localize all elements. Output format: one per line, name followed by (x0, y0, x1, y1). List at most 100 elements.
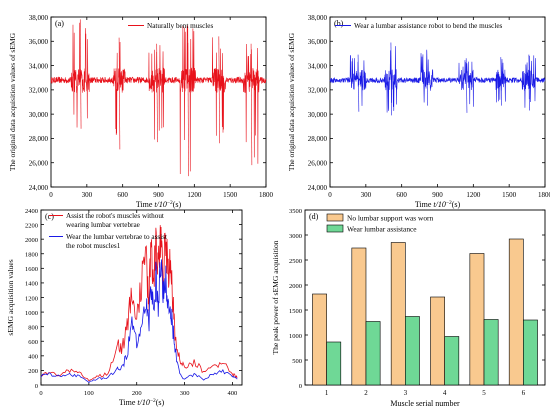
burst-peak (426, 49, 428, 106)
y-tick-label: 38,000 (308, 14, 328, 22)
burst-peak (357, 54, 360, 112)
y-tick-label: 800 (28, 324, 38, 331)
y-tick-label: 1800 (25, 252, 38, 259)
legend-swatch (326, 213, 344, 222)
y-tick-label: 1400 (25, 281, 38, 288)
legend-label: wearing lumbar vertebrae (66, 221, 140, 229)
legend-label: No lumbar support was worn (347, 214, 434, 223)
panel-0: 24,000 26,000 28,000 30,000 32,000 34,000 36,0… (8, 14, 274, 209)
y-tick-label: 2200 (25, 222, 38, 229)
panel-2: 0200400600800100012001400160018002000220… (6, 208, 243, 407)
x-tick-label: 300 (82, 191, 93, 199)
y-tick-label: 2000 (289, 283, 302, 290)
x-tick-label: 900 (153, 191, 164, 199)
series-line (40, 225, 238, 382)
y-axis-label: The peak power of sEMG acquisition (271, 240, 280, 354)
bar (430, 296, 445, 386)
x-tick-label: 600 (396, 191, 407, 199)
y-tick-label: 24,000 (29, 184, 49, 192)
y-tick-label: 34,000 (308, 62, 328, 70)
burst-peak (156, 43, 158, 143)
x-tick-label: 0 (49, 191, 53, 199)
x-tick-label: 1500 (502, 191, 517, 199)
x-tick-label: 1 (325, 389, 329, 397)
y-tick-label: 200 (28, 368, 38, 375)
x-tick-label: 1500 (223, 191, 238, 199)
bar (351, 247, 367, 386)
y-tick-label: 26,000 (308, 160, 328, 168)
x-axis-label: Time t/10−2(s) (415, 200, 461, 209)
bar (469, 253, 485, 386)
x-tick-label: 5 (482, 389, 486, 397)
y-tick-label: 30,000 (308, 111, 328, 119)
burst-peak (250, 43, 253, 166)
y-tick-label: 24,000 (308, 184, 328, 192)
burst-peak (218, 36, 220, 144)
plot-frame (50, 16, 267, 188)
panel-label: (c) (45, 212, 54, 221)
x-tick-label: 600 (117, 191, 128, 199)
x-tick-label: 2 (364, 389, 368, 397)
series-line (40, 259, 238, 383)
legend-label: Wear the lumbar vertebrae to assist (66, 233, 167, 241)
y-axis-label: The original data acquisition values of … (287, 32, 296, 171)
bar (326, 341, 342, 386)
x-tick-label: 200 (132, 390, 142, 397)
y-tick-label: 2500 (289, 258, 302, 265)
panel-1: 24,000 26,000 28,000 30,000 32,000 34,000 36,0… (287, 14, 550, 209)
x-tick-label: 1800 (259, 191, 274, 199)
burst-peak (187, 25, 189, 177)
y-tick-label: 1500 (289, 308, 302, 315)
y-tick-label: 38,000 (29, 14, 49, 22)
x-tick-label: 300 (361, 191, 372, 199)
burst-peak (500, 57, 502, 106)
burst-peak (390, 42, 393, 116)
x-tick-label: 1800 (538, 191, 550, 199)
y-tick-label: 600 (28, 339, 38, 346)
legend-label: Assist the robot's muscles without (66, 212, 164, 220)
y-tick-label: 28,000 (308, 135, 328, 143)
y-tick-label: 30,000 (29, 111, 49, 119)
bar (483, 319, 499, 386)
bar (365, 321, 381, 386)
bar (312, 293, 327, 386)
panel-label: (b) (334, 19, 344, 28)
plot-frame (304, 209, 546, 386)
legend-swatch (326, 224, 344, 233)
y-tick-label: 3500 (289, 208, 302, 215)
y-tick-label: 3000 (289, 233, 302, 240)
y-tick-label: 400 (28, 354, 38, 361)
y-tick-label: 0 (35, 383, 38, 390)
y-tick-label: 36,000 (29, 38, 49, 46)
y-tick-label: 2000 (25, 237, 38, 244)
bar (405, 316, 420, 386)
y-tick-label: 32,000 (308, 87, 328, 95)
x-tick-label: 6 (522, 389, 526, 397)
y-tick-label: 500 (292, 358, 302, 365)
y-tick-label: 32,000 (29, 87, 49, 95)
y-tick-label: 0 (299, 383, 302, 390)
x-tick-label: 0 (39, 390, 42, 397)
legend-label: Wear a lumbar assistance robot to bend t… (354, 22, 503, 30)
panel-label: (d) (309, 212, 319, 221)
x-tick-label: 1200 (466, 191, 481, 199)
series-line (50, 22, 267, 175)
panel-label: (a) (55, 19, 64, 28)
series-line (329, 46, 546, 113)
burst-peak (528, 54, 530, 111)
y-tick-label: 34,000 (29, 62, 49, 70)
y-tick-label: 1000 (289, 333, 302, 340)
y-axis-label: sEMG acquisition values (6, 259, 15, 335)
x-tick-label: 400 (228, 390, 238, 397)
bar (390, 242, 406, 386)
burst-peak (465, 58, 468, 113)
x-tick-label: 1200 (187, 191, 202, 199)
burst-peak (118, 37, 121, 150)
x-tick-label: 3 (404, 389, 408, 397)
x-tick-label: 0 (328, 191, 332, 199)
y-tick-label: 2400 (25, 208, 38, 215)
y-tick-label: 26,000 (29, 160, 49, 168)
x-tick-label: 300 (180, 390, 190, 397)
panel-3: 0 500 1000 1500 2000 2500 3000 3500 The peak pow… (271, 208, 546, 408)
